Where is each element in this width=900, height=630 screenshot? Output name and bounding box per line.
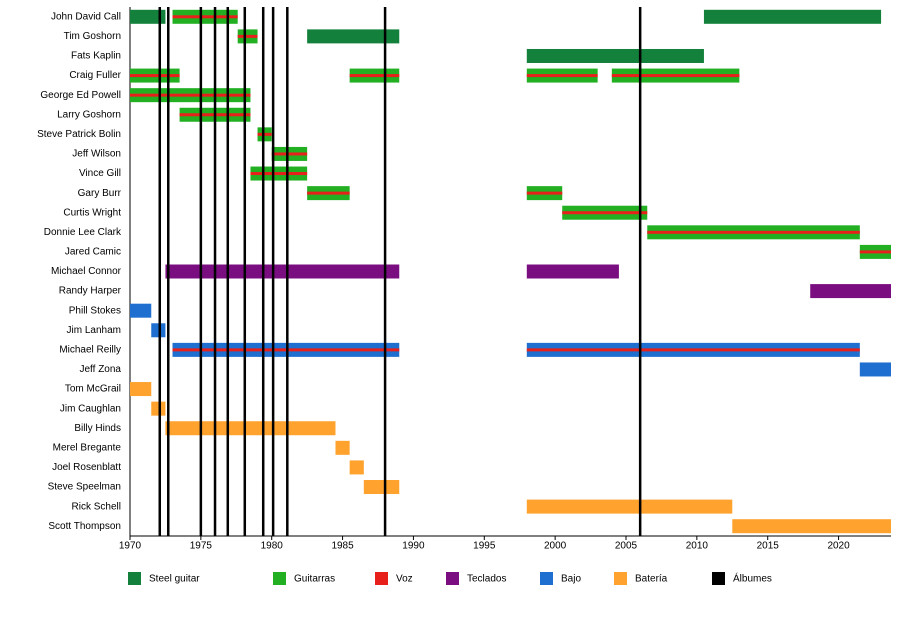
stripe xyxy=(130,93,251,97)
row-label: Scott Thompson xyxy=(48,521,121,532)
row-label: Tim Goshorn xyxy=(64,31,121,42)
x-tick-label: 1970 xyxy=(119,541,142,552)
legend-label: Batería xyxy=(635,574,668,585)
bar xyxy=(703,9,882,24)
row-label: George Ed Powell xyxy=(40,90,121,101)
bar xyxy=(526,264,619,279)
bar xyxy=(130,9,166,24)
stripe xyxy=(526,191,563,195)
legend-label: Teclados xyxy=(467,574,506,585)
row-label: Phill Stokes xyxy=(69,305,121,316)
legend-swatch xyxy=(375,572,388,585)
row-label: Fats Kaplin xyxy=(71,51,121,62)
stripe xyxy=(562,211,648,215)
row-label: John David Call xyxy=(51,11,121,22)
row-label: Craig Fuller xyxy=(69,70,121,81)
stripe xyxy=(526,348,860,352)
legend-swatch xyxy=(712,572,725,585)
row-label: Steve Speelman xyxy=(48,482,121,493)
legend-label: Steel guitar xyxy=(149,574,200,585)
row-label: Randy Harper xyxy=(59,286,122,297)
legend-swatch xyxy=(128,572,141,585)
row-label: Vince Gill xyxy=(79,168,121,179)
legend-label: Álbumes xyxy=(733,572,772,585)
bar xyxy=(349,460,364,475)
row-label: Jeff Wilson xyxy=(72,149,121,160)
stripe xyxy=(172,15,238,19)
bar xyxy=(165,421,336,436)
stripe xyxy=(130,74,180,78)
bar xyxy=(810,284,891,299)
bar xyxy=(130,303,152,318)
bar xyxy=(335,440,350,455)
x-tick-label: 2020 xyxy=(827,541,850,552)
legend-label: Bajo xyxy=(561,574,581,585)
x-tick-label: 2015 xyxy=(757,541,780,552)
row-label: Michael Connor xyxy=(51,266,122,277)
row-label: Larry Goshorn xyxy=(57,109,121,120)
stripe xyxy=(257,132,272,136)
stripe xyxy=(307,191,350,195)
bar xyxy=(307,29,400,44)
row-label: Merel Bregante xyxy=(53,442,122,453)
legend-label: Voz xyxy=(396,574,413,585)
stripe xyxy=(647,230,860,234)
bar xyxy=(859,362,891,377)
bar xyxy=(130,382,152,397)
stripe xyxy=(611,74,740,78)
legend-swatch xyxy=(446,572,459,585)
stripe xyxy=(250,172,308,176)
stripe xyxy=(526,74,598,78)
row-label: Jared Camic xyxy=(65,247,121,258)
bar xyxy=(151,401,166,416)
row-label: Joel Rosenblatt xyxy=(52,462,121,473)
row-label: Tom McGrail xyxy=(65,384,121,395)
row-label: Curtis Wright xyxy=(63,207,121,218)
row-label: Donnie Lee Clark xyxy=(44,227,122,238)
x-tick-label: 1975 xyxy=(190,541,213,552)
bar xyxy=(526,499,733,514)
x-tick-label: 1985 xyxy=(331,541,354,552)
row-label: Jeff Zona xyxy=(79,364,121,375)
legend-label: Guitarras xyxy=(294,574,335,585)
stripe xyxy=(172,348,400,352)
row-label: Jim Lanham xyxy=(67,325,121,336)
legend-swatch xyxy=(273,572,286,585)
row-label: Michael Reilly xyxy=(59,345,121,356)
stripe xyxy=(237,34,258,38)
row-label: Rick Schell xyxy=(72,501,121,512)
x-tick-label: 1995 xyxy=(473,541,496,552)
row-label: Steve Patrick Bolin xyxy=(37,129,121,140)
stripe xyxy=(859,250,891,254)
bar xyxy=(363,480,400,495)
x-tick-label: 2000 xyxy=(544,541,567,552)
row-label: Gary Burr xyxy=(78,188,122,199)
bar xyxy=(165,264,400,279)
stripe xyxy=(349,74,400,78)
x-tick-label: 2005 xyxy=(615,541,638,552)
x-tick-label: 1980 xyxy=(261,541,284,552)
x-tick-label: 2010 xyxy=(686,541,709,552)
row-label: Billy Hinds xyxy=(74,423,121,434)
bar xyxy=(732,519,891,534)
bar xyxy=(526,48,704,63)
row-label: Jim Caughlan xyxy=(60,403,121,414)
bar xyxy=(151,323,166,338)
x-tick-label: 1990 xyxy=(402,541,425,552)
stripe xyxy=(271,152,308,156)
legend-swatch xyxy=(540,572,553,585)
legend-swatch xyxy=(614,572,627,585)
